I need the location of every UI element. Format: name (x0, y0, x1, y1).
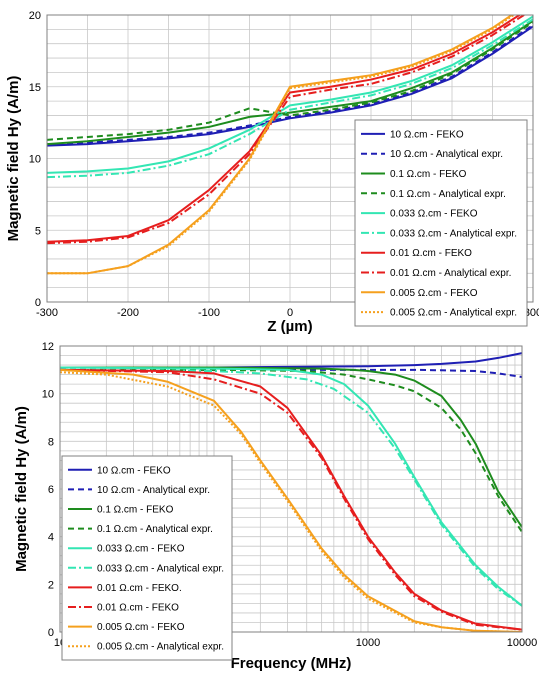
y-tick-label: 5 (35, 225, 41, 237)
series-line-8 (60, 368, 522, 631)
chart-2: 10100100010000024681012Frequency (MHz)Ma… (13, 341, 537, 672)
x-tick-label: 1000 (356, 637, 380, 649)
legend-label: 0.033 Ω.cm - FEKO (390, 209, 478, 220)
legend-label: 0.1 Ω.cm - FEKO (390, 169, 467, 180)
y-tick-label: 12 (42, 341, 54, 353)
y-tick-label: 20 (29, 10, 41, 22)
legend-label: 0.033 Ω.cm - FEKO (97, 544, 185, 555)
series-line-3 (60, 366, 522, 528)
y-tick-label: 10 (42, 389, 54, 401)
series-line-2 (47, 24, 533, 146)
x-tick-label: 300 (524, 307, 539, 319)
legend-label: 0.01 Ω.cm - Analytical expr. (390, 268, 511, 279)
legend-label: 10 Ω.cm - FEKO (390, 129, 464, 140)
legend-label: 0.1 Ω.cm - Analytical expr. (390, 189, 506, 200)
plot-border (59, 345, 523, 633)
legend-label: 0.005 Ω.cm - FEKO (97, 622, 185, 633)
x-tick-label: 10000 (507, 637, 538, 649)
legend-label: 10 Ω.cm - Analytical expr. (97, 485, 210, 496)
series-line-7 (47, 15, 522, 243)
legend-label: 0.005 Ω.cm - Analytical expr. (97, 642, 224, 653)
series-line-6 (60, 368, 522, 607)
chart-1: -300-200-100010020030005101520Z (µm)Magn… (5, 10, 539, 335)
y-tick-label: 0 (48, 627, 54, 639)
legend-label: 10 Ω.cm - Analytical expr. (390, 149, 503, 160)
legend-label: 0.01 Ω.cm - FEKO (390, 248, 472, 259)
series-line-1 (47, 25, 533, 147)
series-line-10 (47, 15, 516, 275)
y-axis-title: Magnetic field Hy (A/m) (13, 406, 30, 572)
legend: 10 Ω.cm - FEKO 10 Ω.cm - Analytical expr.… (354, 119, 528, 327)
x-tick-label: 0 (287, 307, 293, 319)
series-line-8 (47, 15, 526, 245)
legend: 10 Ω.cm - FEKO 10 Ω.cm - Analytical expr.… (61, 455, 233, 661)
series-group (47, 15, 533, 275)
series-line-3 (47, 19, 533, 146)
x-tick-label: -100 (198, 307, 220, 319)
plot-border (46, 14, 534, 303)
legend-label: 0.033 Ω.cm - Analytical expr. (97, 563, 224, 574)
y-axis-title: Magnetic field Hy (A/m) (5, 76, 22, 242)
series-group (60, 352, 522, 632)
y-tick-label: 0 (35, 297, 41, 309)
y-tick-label: 4 (48, 532, 54, 544)
legend-label: 0.1 Ω.cm - FEKO (97, 505, 174, 516)
series-line-7 (60, 368, 522, 631)
series-line-10 (60, 371, 522, 632)
series-line-2 (60, 368, 522, 378)
legend-label: 0.01 Ω.cm - FEKO. (97, 583, 182, 594)
legend-label: 0.005 Ω.cm - FEKO (390, 288, 478, 299)
series-line-4 (47, 21, 533, 141)
x-tick-label: -300 (36, 307, 58, 319)
y-tick-label: 8 (48, 436, 54, 448)
series-line-6 (47, 18, 533, 179)
y-tick-label: 2 (48, 579, 54, 591)
series-line-5 (60, 366, 522, 607)
y-tick-label: 10 (29, 154, 41, 166)
tick-labels: -300-200-100010020030005101520 (29, 10, 539, 319)
y-tick-label: 15 (29, 82, 41, 94)
series-line-5 (47, 15, 533, 174)
x-axis-title: Z (µm) (267, 318, 312, 335)
legend-label: 0.033 Ω.cm - Analytical expr. (390, 228, 517, 239)
legend-label: 0.005 Ω.cm - Analytical expr. (390, 308, 517, 319)
y-tick-label: 6 (48, 484, 54, 496)
x-axis-title: Frequency (MHz) (231, 655, 352, 672)
legend-label: 10 Ω.cm - FEKO (97, 465, 171, 476)
legend-label: 0.01 Ω.cm - FEKO (97, 603, 179, 614)
legend-label: 0.1 Ω.cm - Analytical expr. (97, 524, 213, 535)
x-tick-label: -200 (117, 307, 139, 319)
